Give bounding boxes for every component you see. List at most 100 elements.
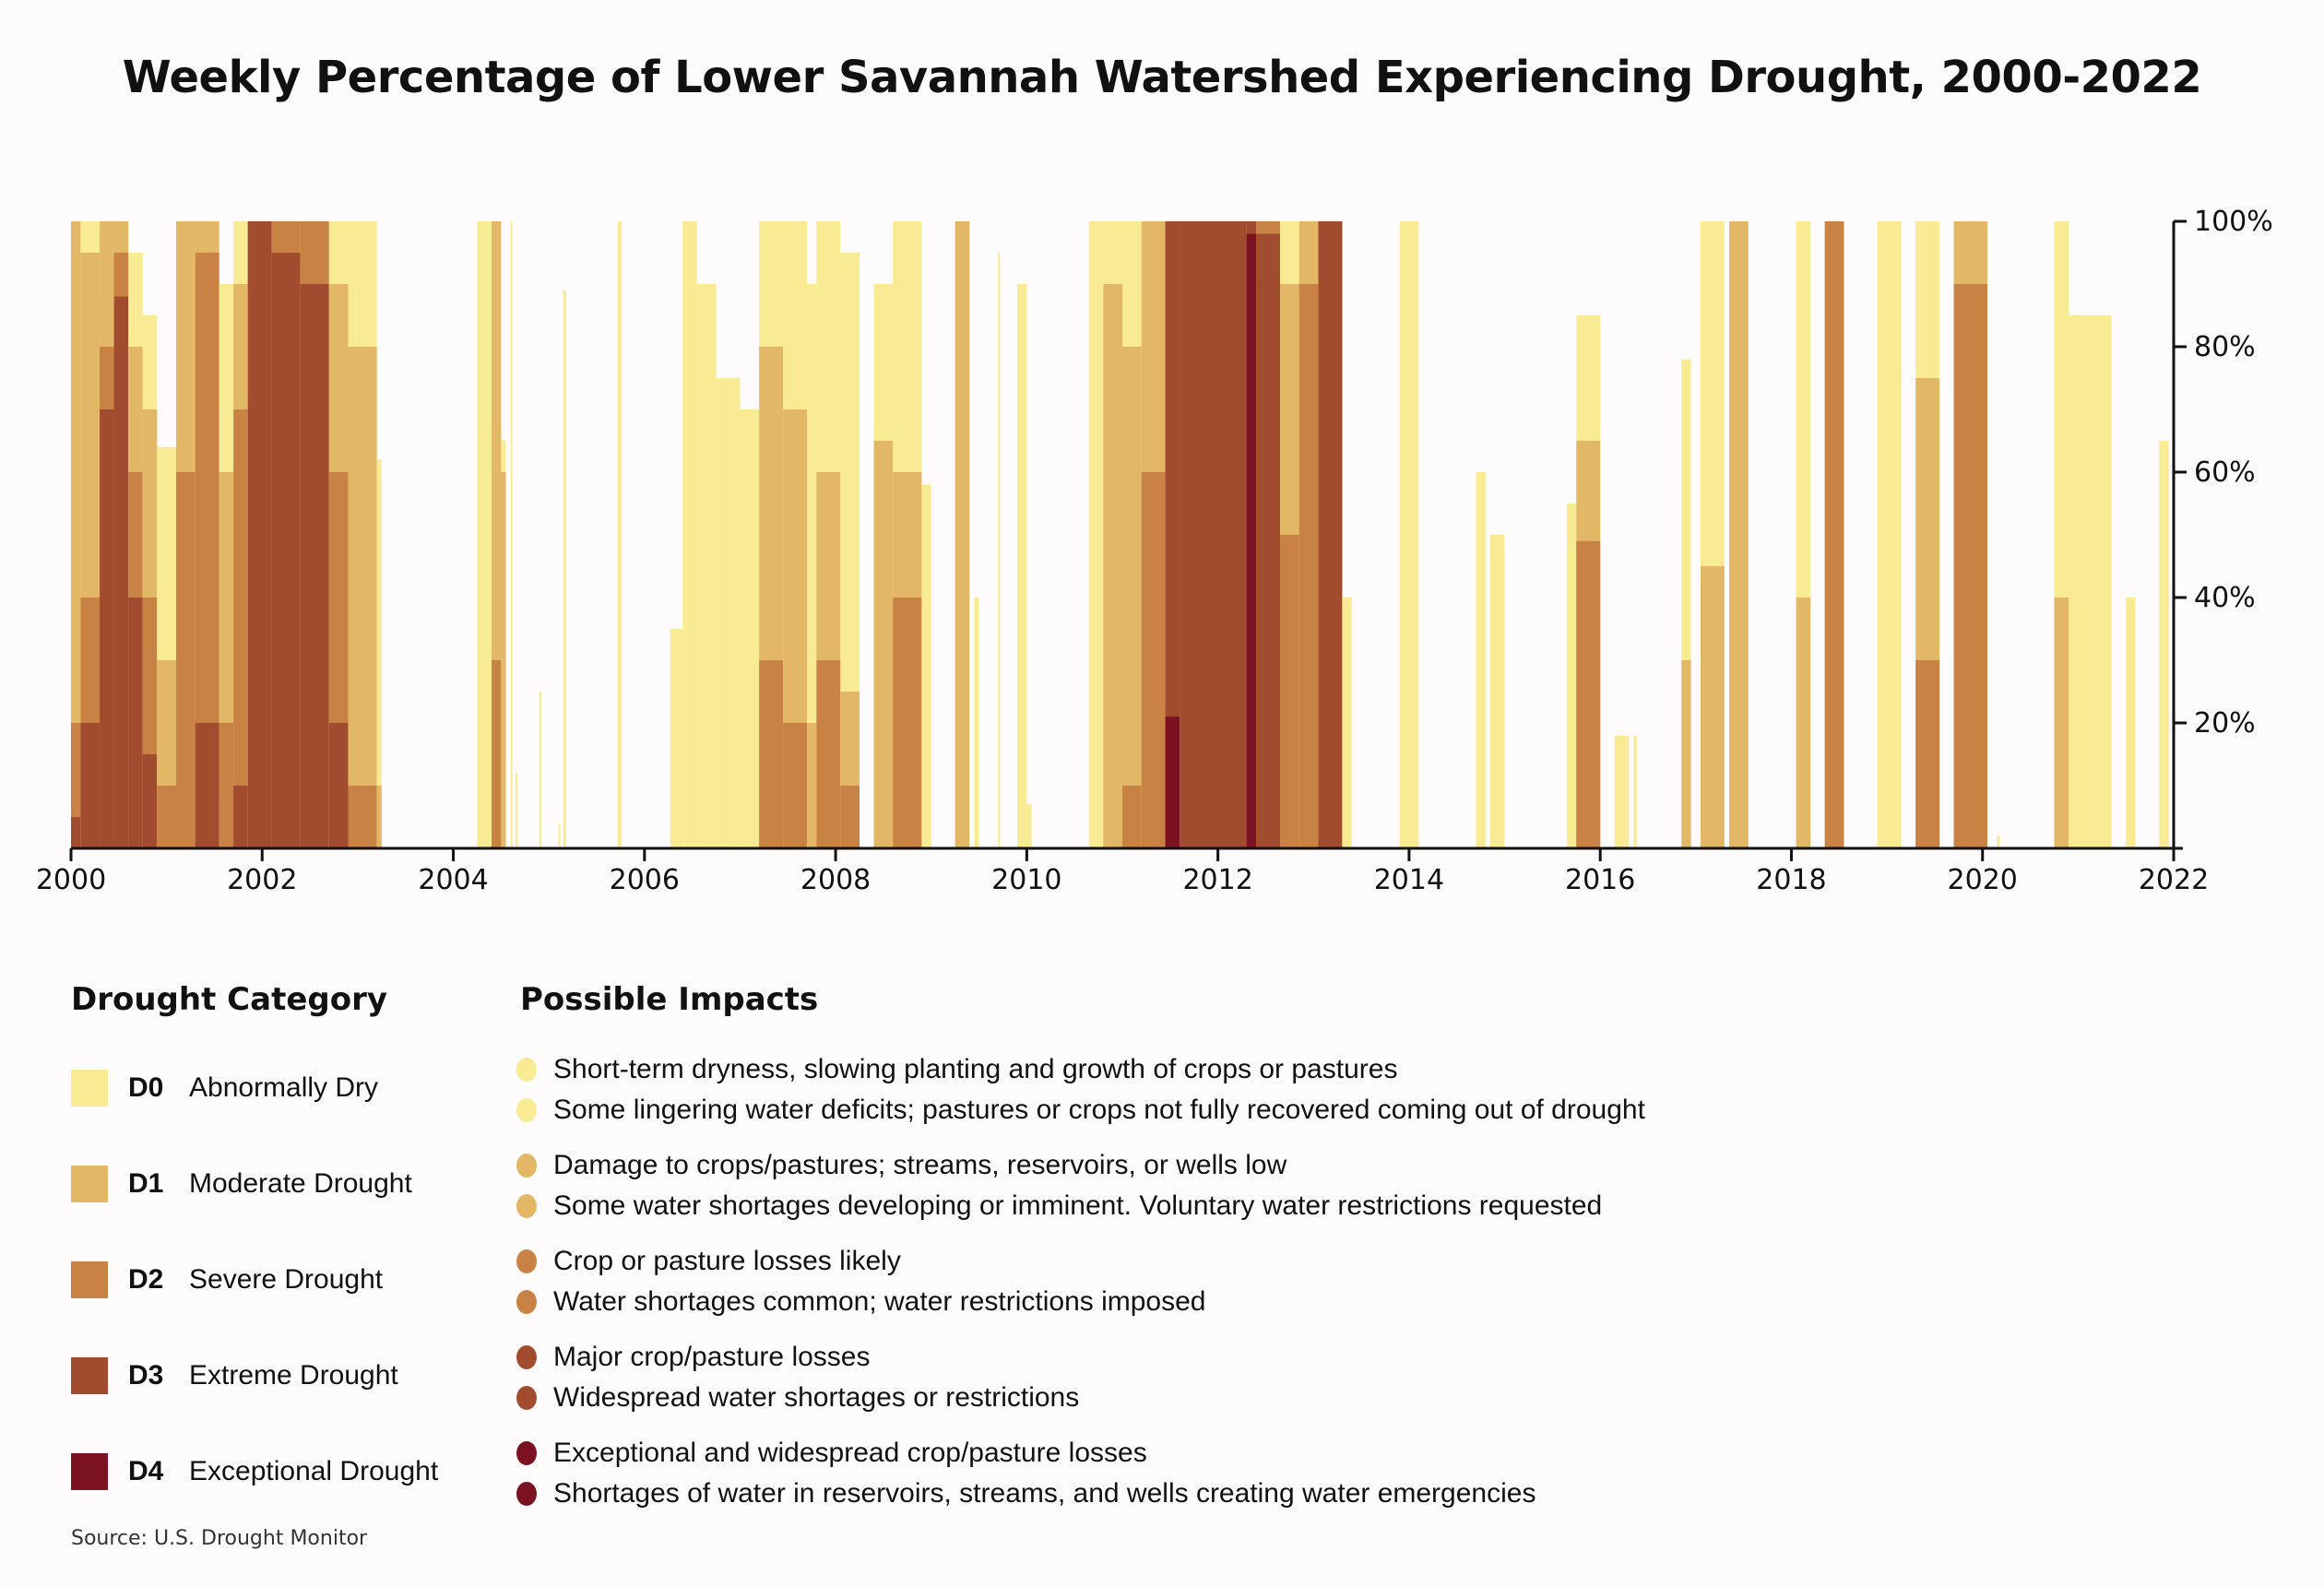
bar-d0 [515,773,517,848]
bar-d2 [1298,284,1319,848]
legend-item-d3: D3 Extreme Drought [71,1357,398,1394]
bar-d2 [840,786,860,848]
legend-swatch [71,1261,108,1298]
bar-d1 [1681,660,1691,848]
x-tick-label: 2000 [36,864,106,896]
source-note: Source: U.S. Drought Monitor [71,1527,368,1550]
category-legend-title: Drought Category [71,981,388,1018]
impact-item: Some lingering water deficits; pastures … [516,1094,1645,1127]
bar-d0 [1490,535,1505,848]
bar-d1 [1729,221,1749,848]
bar-d2 [1953,284,1987,848]
y-tick-label: 60% [2194,456,2256,489]
legend-swatch [71,1453,108,1490]
bullet-dot-icon [516,1058,537,1082]
bar-d1 [71,221,81,848]
bar-d0 [558,823,561,848]
impact-item: Water shortages common; water restrictio… [516,1285,1205,1319]
legend-item-d0: D0 Abnormally Dry [71,1070,378,1107]
bar-d3 [100,409,114,848]
bar-d0 [670,629,683,848]
bar-d2 [157,786,176,848]
x-tick-label: 2010 [991,864,1061,896]
bar-d1 [501,472,506,848]
bar-d0 [1566,503,1577,848]
bar-d2 [759,660,784,848]
bar-d3 [195,723,219,848]
x-tick-label: 2014 [1374,864,1444,896]
impact-item: Widespread water shortages or restrictio… [516,1381,1079,1414]
bar-d0 [807,284,817,848]
legend-item-d4: D4 Exceptional Drought [71,1453,438,1490]
y-tick-label: 100% [2194,206,2273,238]
bar-d4 [1246,233,1257,849]
bar-d0 [1633,735,1637,848]
impact-item: Crop or pasture losses likely [516,1245,901,1278]
bar-d2 [492,660,502,848]
bar-d0 [740,409,760,848]
bar-d2 [1915,660,1940,848]
bullet-dot-icon [516,1098,537,1122]
bar-d0 [2159,441,2169,848]
impact-text: Exceptional and widespread crop/pasture … [553,1438,1147,1468]
impact-text: Damage to crops/pastures; streams, reser… [553,1150,1287,1180]
bar-d0 [1997,835,2000,848]
x-tick-label: 2008 [800,864,871,896]
bar-d0 [1476,472,1486,848]
bar-d2 [1824,221,1844,848]
axes-layer: 2000 2002 2004 2006 2008 2010 2012 2014 2016 2018… [36,206,2273,896]
bar-d3 [142,754,158,848]
x-tick-label: 2016 [1565,864,1635,896]
bar-d3 [1165,221,1180,848]
bar-d3 [233,786,248,848]
bar-d1 [807,723,817,848]
bar-d3 [328,723,349,848]
legend-code: D2 [128,1264,164,1295]
legend-label: Extreme Drought [189,1360,398,1391]
impact-item: Major crop/pasture losses [516,1341,870,1374]
bar-d0 [921,484,931,848]
bar-d3 [1318,221,1343,848]
x-tick-label: 2002 [227,864,297,896]
bar-d3 [271,253,301,848]
bar-d0 [477,221,492,848]
bar-d0 [510,221,513,848]
x-tick-label: 2006 [610,864,680,896]
bar-d0 [1017,284,1027,848]
bar-d3 [1180,221,1247,848]
bar-d1 [2054,598,2069,848]
bar-d2 [219,723,234,848]
bar-d2 [348,786,377,848]
impact-text: Crop or pasture losses likely [553,1246,901,1276]
bar-d2 [71,723,81,848]
legend-label: Abnormally Dry [189,1072,379,1103]
bar-d0 [998,253,1001,848]
legend-code: D1 [128,1168,164,1199]
bullet-dot-icon [516,1345,537,1369]
legend-swatch [71,1070,108,1107]
bar-d2 [783,723,807,848]
x-tick-label: 2012 [1182,864,1252,896]
bullet-dot-icon [516,1386,537,1410]
bar-d1 [376,786,382,848]
bar-d1 [873,441,894,848]
bar-d3 [1256,233,1280,849]
drought-chart: 2000 2002 2004 2006 2008 2010 2012 2014 2016 2018… [36,206,2273,896]
impact-item: Damage to crops/pastures; streams, reser… [516,1149,1286,1182]
bullet-dot-icon [516,1441,537,1465]
y-tick-label: 40% [2194,582,2256,614]
bar-d0 [1088,221,1104,848]
legend-label: Moderate Drought [189,1168,412,1199]
legend-item-d1: D1 Moderate Drought [71,1166,412,1202]
bar-d0 [1342,598,1352,848]
bar-d0 [2069,315,2112,848]
bar-d1 [954,221,970,848]
bar-d2 [176,472,196,848]
bar-d2 [1576,540,1601,848]
legend-swatch [71,1357,108,1394]
bar-d3 [247,221,272,848]
bar-d0 [617,221,622,848]
legend-label: Severe Drought [189,1264,384,1295]
impact-text: Short-term dryness, slowing planting and… [553,1054,1398,1084]
impact-text: Some water shortages developing or immin… [553,1190,1603,1221]
